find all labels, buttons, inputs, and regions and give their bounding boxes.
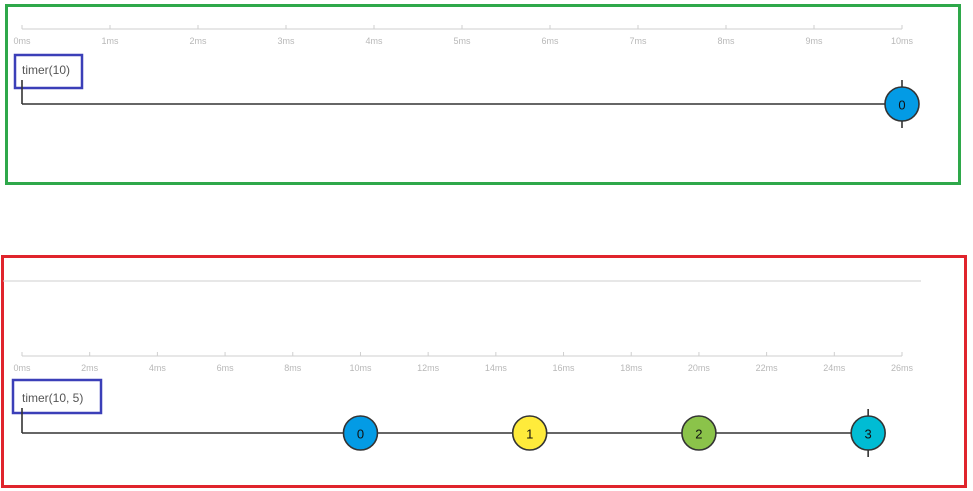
- emission-marble: [884, 86, 920, 122]
- emission-marble: [681, 415, 717, 451]
- emission-marble: [511, 415, 548, 451]
- axis-tick-label: 16ms: [553, 363, 576, 373]
- axis-tick-label: 14ms: [485, 363, 508, 373]
- axis-tick-label: 24ms: [823, 363, 846, 373]
- axis-tick-label: 1ms: [101, 36, 119, 46]
- emission-value: 2: [695, 427, 702, 442]
- time-axis-ticks: 0ms 2ms 4ms 6ms 8ms 10ms 12ms 14ms 16ms 18ms 20ms 2…: [13, 352, 914, 373]
- axis-tick-label: 0ms: [13, 363, 31, 373]
- emission-marble: [850, 415, 886, 451]
- axis-tick-label: 4ms: [365, 36, 383, 46]
- axis-tick-label: 5ms: [453, 36, 471, 46]
- axis-tick-label: 6ms: [217, 363, 235, 373]
- emission-value: 1: [526, 427, 533, 442]
- axis-tick-label: 22ms: [756, 363, 779, 373]
- axis-tick-label: 9ms: [805, 36, 823, 46]
- operator-label: timer(10): [22, 63, 70, 77]
- axis-tick-label: 3ms: [277, 36, 295, 46]
- marble-diagram-timer: 0ms 1ms 2ms 3ms 4ms 5ms 6ms 7ms 8ms 9ms 10ms timer…: [13, 25, 920, 128]
- operator-label-box: [11, 378, 103, 415]
- axis-tick-label: 18ms: [620, 363, 643, 373]
- emission-value: 0: [357, 427, 364, 442]
- emission-value: 0: [898, 98, 905, 113]
- axis-tick-label: 7ms: [629, 36, 647, 46]
- axis-tick-label: 10ms: [349, 363, 372, 373]
- timer-diagram-frame: [5, 4, 961, 185]
- axis-tick-label: 8ms: [717, 36, 735, 46]
- emission-marble: [342, 415, 379, 451]
- axis-tick-label: 26ms: [891, 363, 914, 373]
- axis-tick-label: 2ms: [189, 36, 207, 46]
- emission-value: 3: [865, 427, 872, 442]
- axis-tick-label: 12ms: [417, 363, 440, 373]
- operator-label: timer(10, 5): [22, 391, 83, 405]
- operator-label-box: [13, 53, 84, 90]
- axis-tick-label: 4ms: [149, 363, 167, 373]
- axis-tick-label: 0ms: [13, 36, 31, 46]
- marble-diagram-timer-interval: 0ms 2ms 4ms 6ms 8ms 10ms 12ms 14ms 16ms 18ms 20ms 2…: [11, 352, 914, 457]
- axis-tick-label: 10ms: [891, 36, 914, 46]
- axis-tick-label: 20ms: [688, 363, 711, 373]
- timer-interval-diagram-frame: [1, 255, 967, 488]
- axis-tick-label: 2ms: [81, 363, 99, 373]
- axis-tick-label: 6ms: [541, 36, 559, 46]
- time-axis-ticks: 0ms 1ms 2ms 3ms 4ms 5ms 6ms 7ms 8ms 9ms 10ms: [13, 25, 914, 46]
- axis-tick-label: 8ms: [284, 363, 302, 373]
- emission-marbles: 0: [884, 80, 920, 128]
- emission-marbles: 0 1 2 3: [342, 409, 886, 457]
